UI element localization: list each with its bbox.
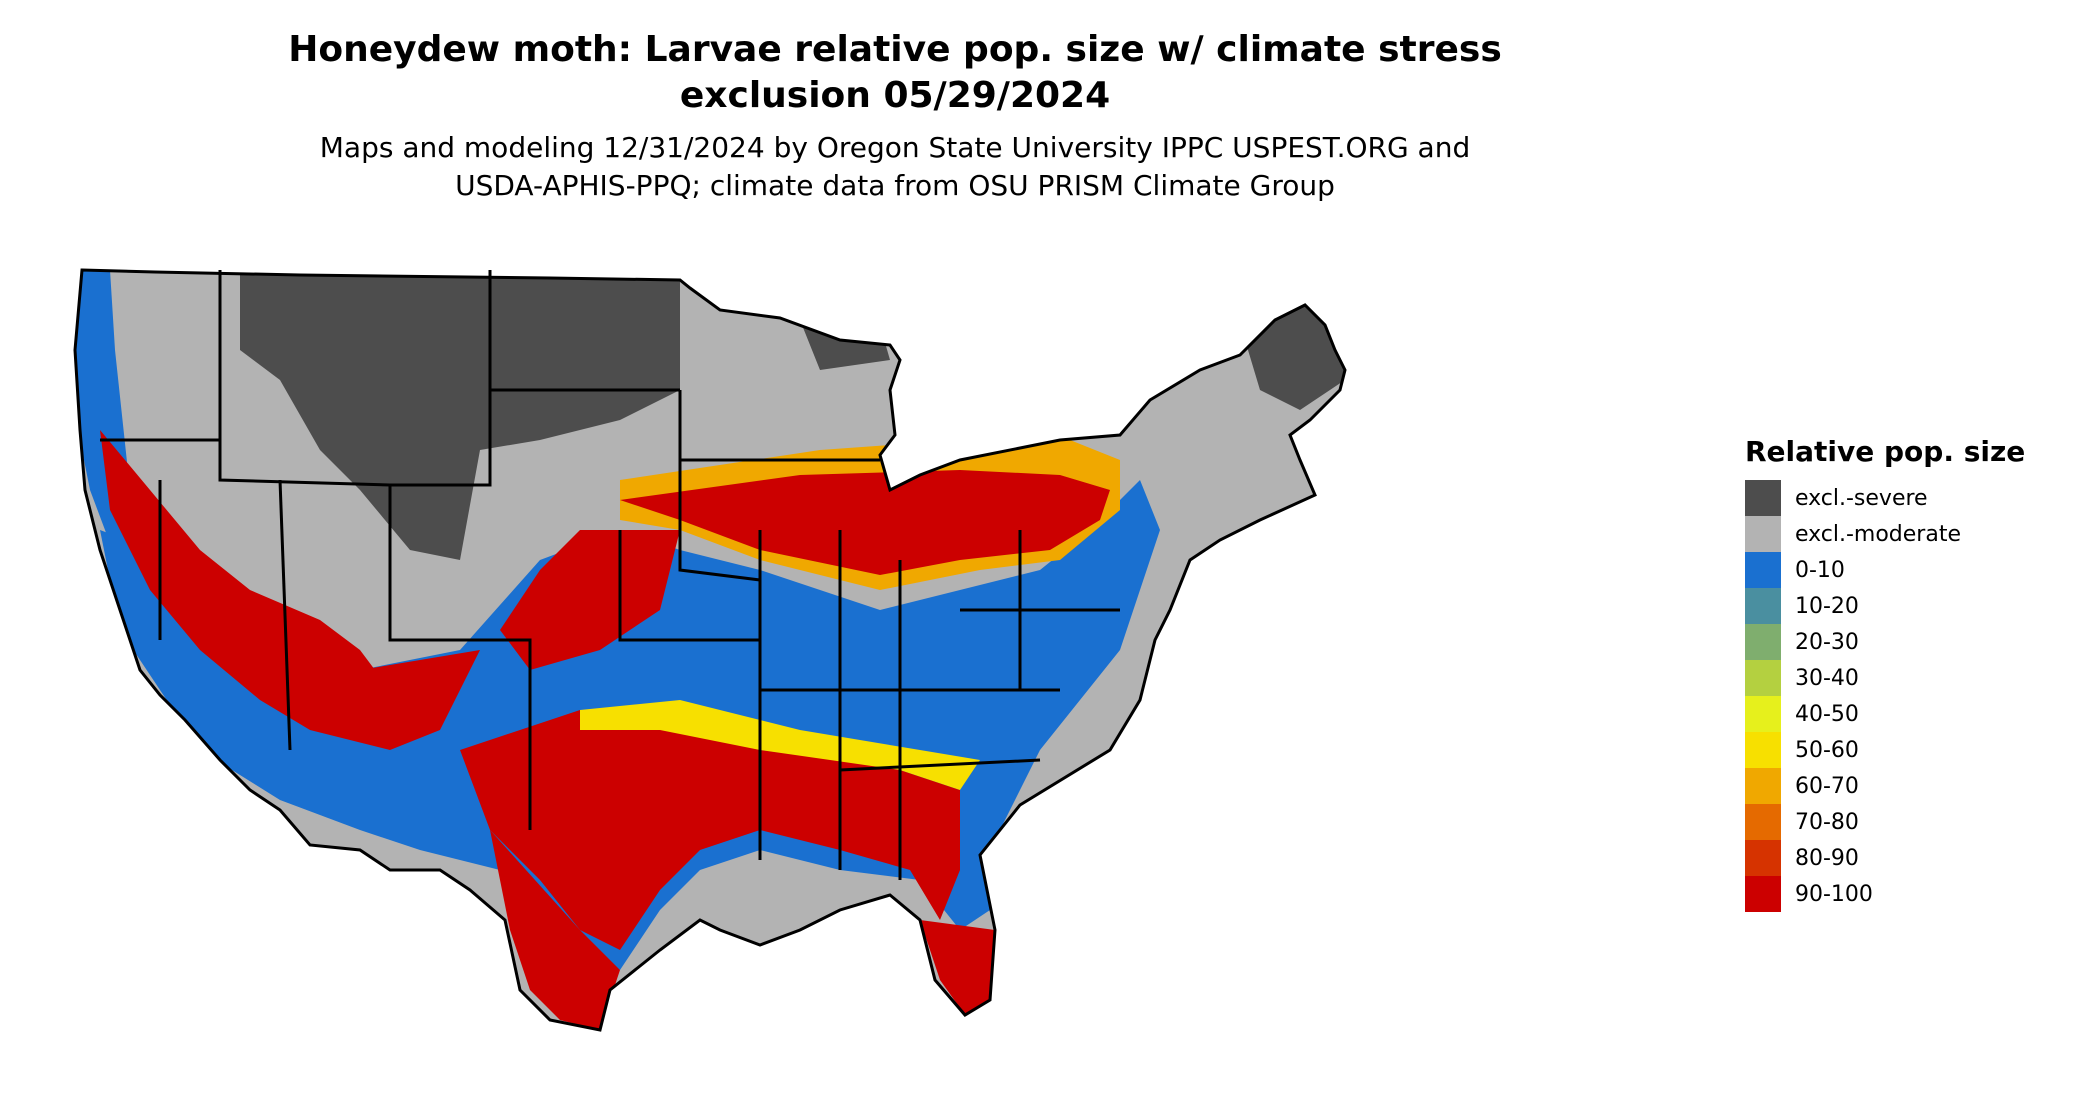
legend-title: Relative pop. size [1745,435,2026,468]
legend-item: 70-80 [1745,804,2090,840]
legend-label: 30-40 [1795,665,1859,691]
legend-item: 60-70 [1745,768,2090,804]
legend-item: 10-20 [1745,588,2090,624]
high-population-gulf-coast [460,710,960,950]
excl-severe-north-rockies [240,270,680,560]
legend-label: 40-50 [1795,701,1859,727]
legend-item: 20-30 [1745,624,2090,660]
legend-label: 80-90 [1795,845,1859,871]
us-map-svg [73,268,1347,1032]
legend-label: 60-70 [1795,773,1859,799]
high-population-desert-southwest [360,650,480,750]
legend-label: 90-100 [1795,881,1873,907]
legend-swatch [1745,480,1781,516]
state-boundaries [73,268,1347,1032]
map-title-line-1: Honeydew moth: Larvae relative pop. size… [288,29,1502,70]
map-subtitle-line-2: USDA-APHIS-PPQ; climate data from OSU PR… [455,169,1335,202]
high-population-ohio-valley [620,470,1110,575]
legend-label: excl.-severe [1795,485,1928,511]
legend-label: excl.-moderate [1795,521,1961,547]
legend-item: 80-90 [1745,840,2090,876]
low-population-pacific-coast [75,270,160,570]
map-title-line-2: exclusion 05/29/2024 [679,75,1111,116]
legend-item: 50-60 [1745,732,2090,768]
map-subtitle-line-1: Maps and modeling 12/31/2024 by Oregon S… [319,131,1471,164]
legend-item: 0-10 [1745,552,2090,588]
legend-swatch [1745,588,1781,624]
legend-item: 30-40 [1745,660,2090,696]
population-raster [75,270,1345,1030]
legend-swatch [1745,660,1781,696]
legend-swatch [1745,876,1781,912]
legend-item: 40-50 [1745,696,2090,732]
us-map [60,230,1720,1110]
legend-item: 90-100 [1745,876,2090,912]
legend-swatch [1745,732,1781,768]
legend-swatch [1745,696,1781,732]
legend-swatch [1745,552,1781,588]
legend-label: 20-30 [1795,629,1859,655]
high-population-south-florida [920,920,995,1015]
legend-label: 0-10 [1795,557,1845,583]
legend-label: 10-20 [1795,593,1859,619]
legend: Relative pop. size excl.-severe excl.-mod… [1745,435,2090,912]
legend-item: excl.-moderate [1745,516,2090,552]
legend-swatch [1745,516,1781,552]
legend-item: excl.-severe [1745,480,2090,516]
legend-items: excl.-severe excl.-moderate 0-10 10-20 20-30… [1745,480,2090,912]
legend-swatch [1745,804,1781,840]
legend-label: 70-80 [1795,809,1859,835]
legend-label: 50-60 [1795,737,1859,763]
legend-swatch [1745,840,1781,876]
high-population-south-texas [490,830,620,1030]
legend-swatch [1745,768,1781,804]
high-population-southern-plains [500,530,680,670]
transition-band-south [580,700,980,790]
high-population-california [100,430,390,750]
legend-swatch [1745,624,1781,660]
